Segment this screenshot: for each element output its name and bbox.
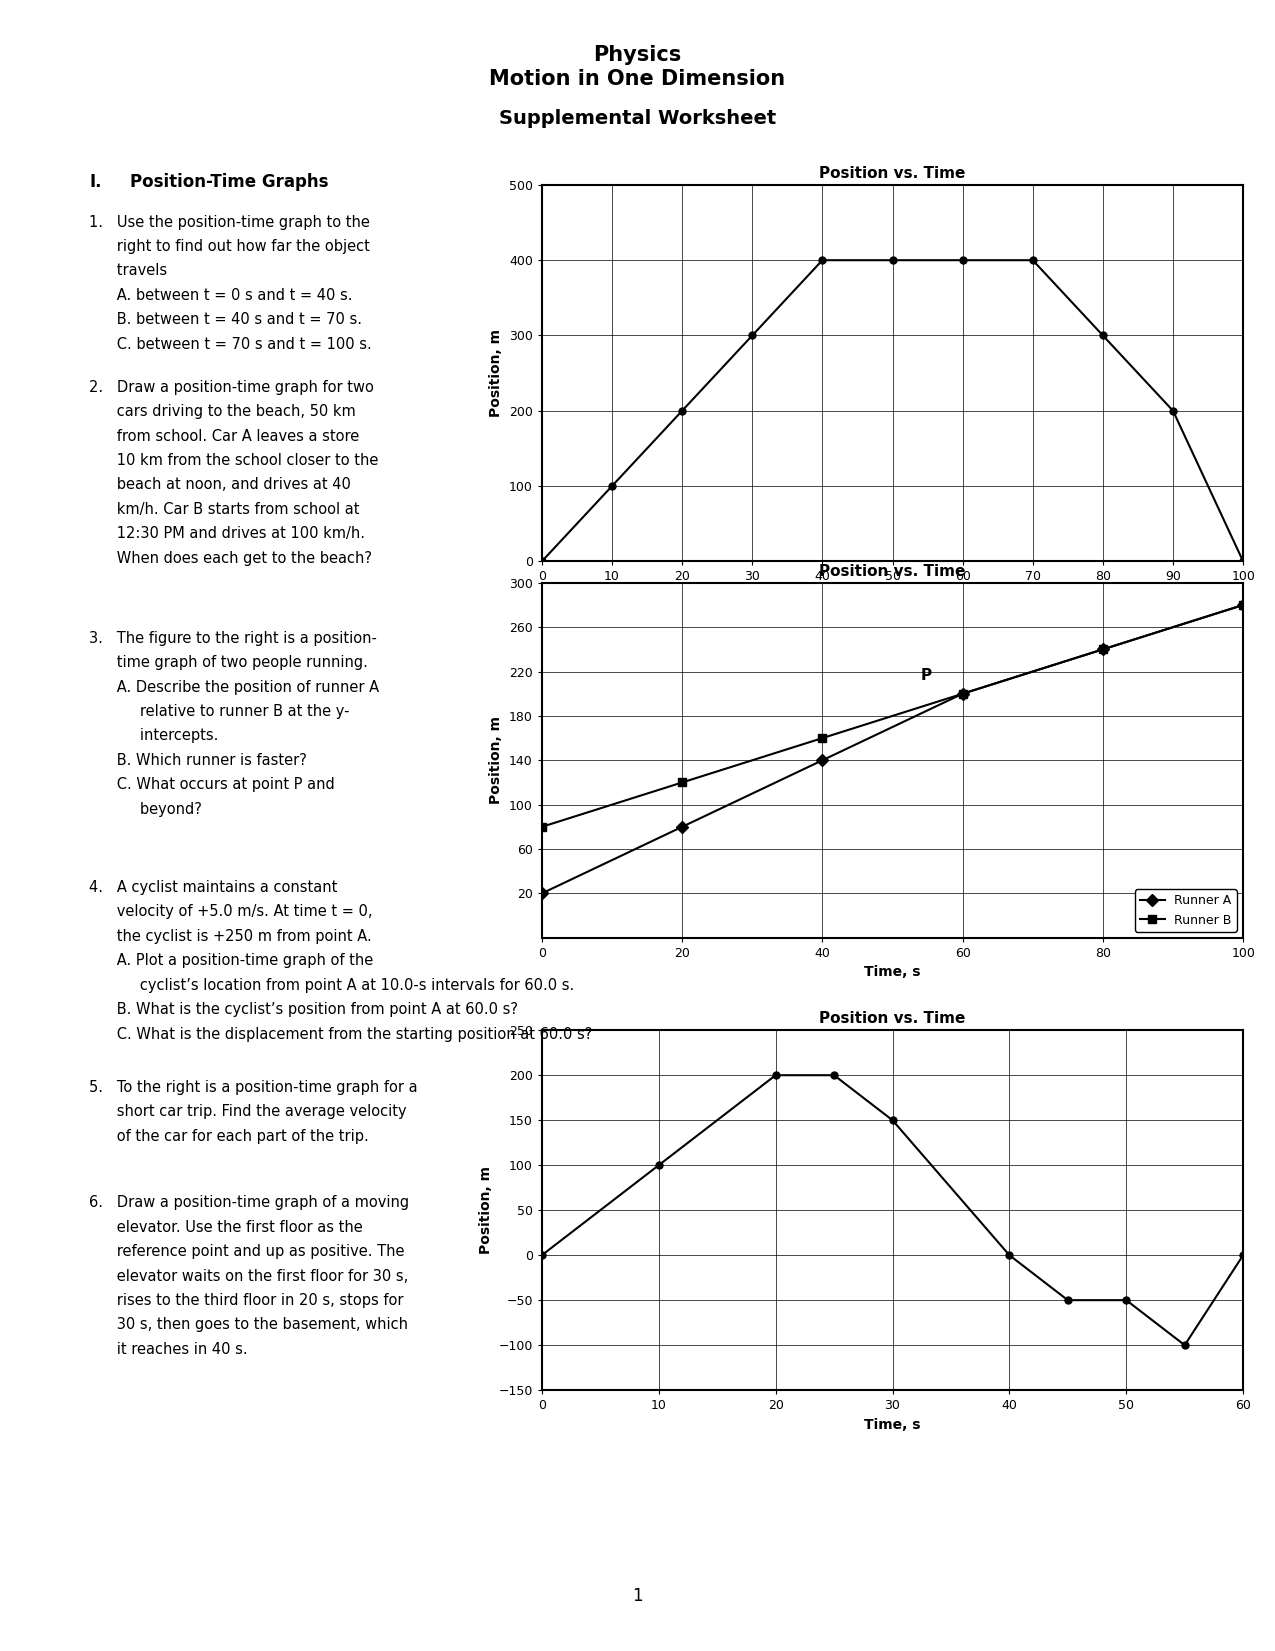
Runner B	[1235, 594, 1251, 614]
Runner B	[815, 728, 830, 748]
Text: rises to the third floor in 20 s, stops for: rises to the third floor in 20 s, stops …	[89, 1293, 404, 1308]
Runner A	[674, 817, 690, 837]
Runner B	[1095, 639, 1111, 659]
Text: 2.   Draw a position-time graph for two: 2. Draw a position-time graph for two	[89, 380, 374, 395]
Text: short car trip. Find the average velocity: short car trip. Find the average velocit…	[89, 1105, 407, 1119]
Text: C. between t = 70 s and t = 100 s.: C. between t = 70 s and t = 100 s.	[89, 337, 372, 352]
Y-axis label: Position, m: Position, m	[490, 329, 504, 418]
Text: B. between t = 40 s and t = 70 s.: B. between t = 40 s and t = 70 s.	[89, 312, 362, 327]
Text: A. Plot a position-time graph of the: A. Plot a position-time graph of the	[89, 953, 374, 967]
Text: from school. Car A leaves a store: from school. Car A leaves a store	[89, 429, 360, 444]
Text: Position-Time Graphs: Position-Time Graphs	[130, 173, 329, 192]
Line: Runner A: Runner A	[538, 601, 1247, 898]
Legend: Runner A, Runner B: Runner A, Runner B	[1135, 890, 1237, 931]
Text: it reaches in 40 s.: it reaches in 40 s.	[89, 1342, 247, 1357]
Text: When does each get to the beach?: When does each get to the beach?	[89, 551, 372, 566]
Text: 12:30 PM and drives at 100 km/h.: 12:30 PM and drives at 100 km/h.	[89, 527, 365, 542]
Text: 5.   To the right is a position-time graph for a: 5. To the right is a position-time graph…	[89, 1080, 418, 1095]
X-axis label: Time, s: Time, s	[864, 1418, 921, 1431]
Text: km/h. Car B starts from school at: km/h. Car B starts from school at	[89, 502, 360, 517]
Text: Physics: Physics	[593, 45, 682, 64]
Runner B	[955, 684, 970, 703]
Runner A	[1235, 594, 1251, 614]
Text: time graph of two people running.: time graph of two people running.	[89, 655, 368, 670]
Text: of the car for each part of the trip.: of the car for each part of the trip.	[89, 1129, 368, 1144]
Runner A	[955, 684, 970, 703]
Text: P: P	[921, 669, 932, 684]
Runner A	[1095, 639, 1111, 659]
Line: Runner B: Runner B	[538, 601, 1247, 830]
Text: right to find out how far the object: right to find out how far the object	[89, 239, 370, 254]
Runner A	[815, 751, 830, 771]
Text: C. What occurs at point P and: C. What occurs at point P and	[89, 778, 335, 792]
Text: travels: travels	[89, 264, 167, 279]
Title: Position vs. Time: Position vs. Time	[820, 1012, 965, 1027]
Y-axis label: Position, m: Position, m	[490, 717, 504, 804]
X-axis label: Time, s: Time, s	[864, 589, 921, 603]
Text: Motion in One Dimension: Motion in One Dimension	[490, 69, 785, 89]
Text: cars driving to the beach, 50 km: cars driving to the beach, 50 km	[89, 404, 356, 419]
Text: 1.   Use the position-time graph to the: 1. Use the position-time graph to the	[89, 215, 370, 229]
Text: A. between t = 0 s and t = 40 s.: A. between t = 0 s and t = 40 s.	[89, 287, 353, 302]
Text: 30 s, then goes to the basement, which: 30 s, then goes to the basement, which	[89, 1317, 408, 1332]
Text: 10 km from the school closer to the: 10 km from the school closer to the	[89, 452, 379, 467]
Y-axis label: Position, m: Position, m	[479, 1166, 493, 1255]
Text: reference point and up as positive. The: reference point and up as positive. The	[89, 1245, 404, 1260]
Title: Position vs. Time: Position vs. Time	[820, 565, 965, 580]
Text: the cyclist is +250 m from point A.: the cyclist is +250 m from point A.	[89, 930, 372, 944]
Text: A. Describe the position of runner A: A. Describe the position of runner A	[89, 680, 380, 695]
Text: 6.   Draw a position-time graph of a moving: 6. Draw a position-time graph of a movin…	[89, 1195, 409, 1210]
Runner B	[674, 773, 690, 792]
Runner A	[534, 883, 550, 903]
Text: beyond?: beyond?	[89, 802, 203, 817]
Text: intercepts.: intercepts.	[89, 728, 218, 743]
Text: I.: I.	[89, 173, 102, 192]
Text: cyclist’s location from point A at 10.0-s intervals for 60.0 s.: cyclist’s location from point A at 10.0-…	[89, 977, 575, 992]
Text: B. What is the cyclist’s position from point A at 60.0 s?: B. What is the cyclist’s position from p…	[89, 1002, 518, 1017]
Title: Position vs. Time: Position vs. Time	[820, 167, 965, 182]
Text: beach at noon, and drives at 40: beach at noon, and drives at 40	[89, 477, 351, 492]
X-axis label: Time, s: Time, s	[864, 966, 921, 979]
Runner B	[534, 817, 550, 837]
Text: 1: 1	[632, 1587, 643, 1605]
Text: velocity of +5.0 m/s. At time t = 0,: velocity of +5.0 m/s. At time t = 0,	[89, 905, 372, 920]
Text: 4.   A cyclist maintains a constant: 4. A cyclist maintains a constant	[89, 880, 338, 895]
Text: Supplemental Worksheet: Supplemental Worksheet	[499, 109, 776, 129]
Text: C. What is the displacement from the starting position at 60.0 s?: C. What is the displacement from the sta…	[89, 1027, 593, 1042]
Text: 3.   The figure to the right is a position-: 3. The figure to the right is a position…	[89, 631, 377, 646]
Text: elevator waits on the first floor for 30 s,: elevator waits on the first floor for 30…	[89, 1268, 408, 1283]
Text: elevator. Use the first floor as the: elevator. Use the first floor as the	[89, 1220, 363, 1235]
Text: relative to runner B at the y-: relative to runner B at the y-	[89, 703, 349, 718]
Text: B. Which runner is faster?: B. Which runner is faster?	[89, 753, 307, 768]
